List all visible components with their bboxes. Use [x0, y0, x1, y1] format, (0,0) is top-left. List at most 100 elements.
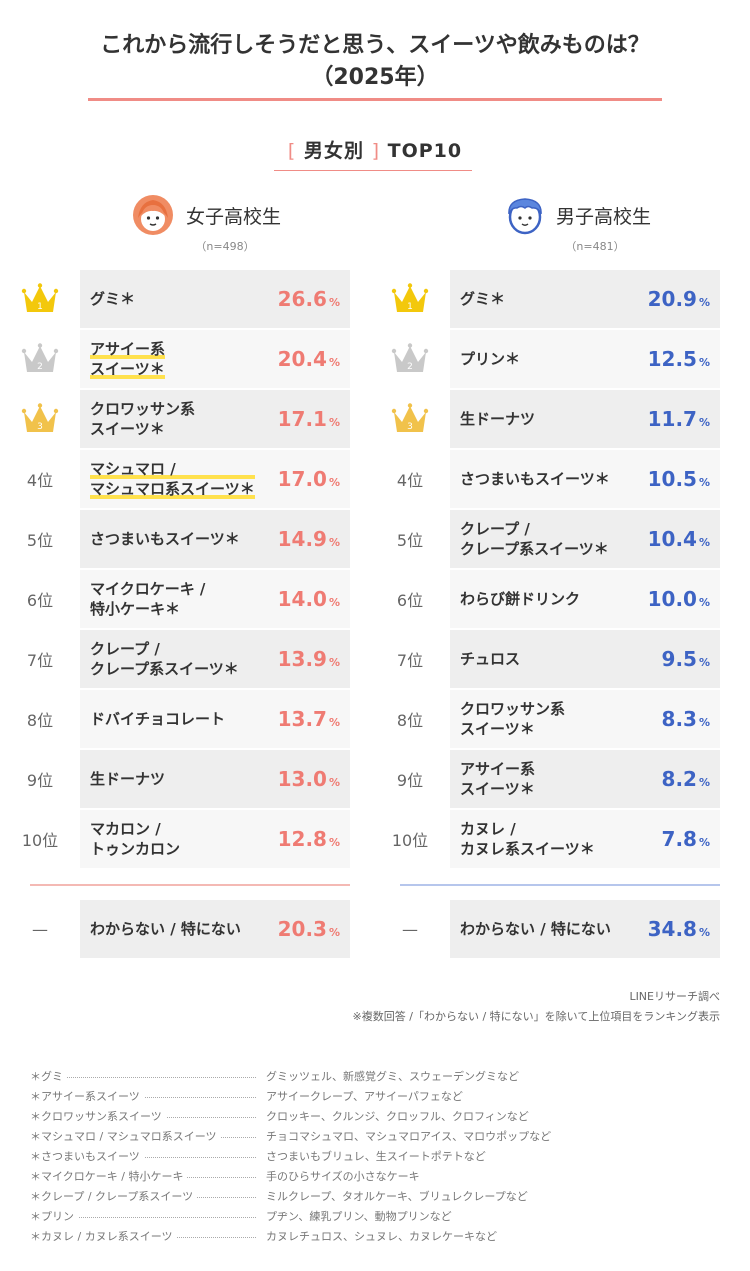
- percent-number: 17.0: [277, 467, 327, 491]
- definition-term: ＊カヌレ / カヌレ系スイーツ: [30, 1228, 177, 1244]
- svg-text:2: 2: [407, 362, 413, 372]
- row-cell: ドバイチョコレート 13.7%: [80, 690, 350, 748]
- row-cell: わからない / 特にない 34.8%: [450, 900, 720, 958]
- item-line: トゥンカロン: [90, 840, 181, 858]
- definition-row: ＊マイクロケーキ / 特小ケーキ 手のひらサイズの小さなケーキ: [30, 1168, 710, 1188]
- ranking-row: 2 アサイー系 スイーツ＊ 20.4%: [10, 330, 350, 388]
- rank-label: 9位: [396, 771, 424, 790]
- percent-value: 12.8%: [278, 810, 340, 868]
- percent-value: 8.2%: [662, 750, 710, 808]
- percent-unit: %: [698, 835, 710, 849]
- item-line: さつまいもスイーツ＊: [460, 470, 610, 488]
- percent-value: 10.0%: [648, 570, 710, 628]
- percent-value: 11.7%: [648, 390, 710, 448]
- definition-row: ＊アサイー系スイーツ アサイークレープ、アサイーパフェなど: [30, 1088, 710, 1108]
- percent-number: 11.7: [647, 407, 697, 431]
- percent-unit: %: [328, 775, 340, 789]
- percent-unit: %: [698, 355, 710, 369]
- percent-number: 10.0: [647, 587, 697, 611]
- boys-dontknow-row: — わからない / 特にない 34.8%: [380, 900, 720, 958]
- definition-term: ＊クレープ / クレープ系スイーツ: [30, 1188, 198, 1204]
- item-line: クレープ系スイーツ＊: [460, 540, 609, 558]
- percent-number: 14.9: [277, 527, 327, 551]
- subheading-underline: [274, 170, 472, 171]
- ranking-row: 1 グミ＊ 26.6%: [10, 270, 350, 328]
- percent-number: 12.5: [647, 347, 697, 371]
- item-line: グミ＊: [460, 290, 506, 308]
- percent-number: 9.5: [661, 647, 697, 671]
- row-cell: わからない / 特にない 20.3%: [80, 900, 350, 958]
- definition-desc: さつまいもブリュレ、生スイートポテトなど: [266, 1150, 486, 1163]
- row-cell: グミ＊ 20.9%: [450, 270, 720, 328]
- definition-term: ＊マシュマロ / マシュマロ系スイーツ: [30, 1128, 221, 1144]
- item-line: わからない / 特にない: [460, 920, 611, 938]
- item-line: 生ドーナツ: [460, 410, 536, 428]
- boys-divider: [400, 884, 720, 886]
- source-credit: LINEリサーチ調べ: [629, 990, 720, 1003]
- svg-text:1: 1: [407, 302, 413, 312]
- row-cell: 生ドーナツ 11.7%: [450, 390, 720, 448]
- item-label: クロワッサン系 スイーツ＊: [460, 690, 645, 748]
- rank-label: —: [402, 919, 418, 939]
- percent-unit: %: [698, 595, 710, 609]
- definition-desc: アサイークレープ、アサイーパフェなど: [266, 1090, 463, 1103]
- definition-term: ＊グミ: [30, 1068, 67, 1084]
- item-label: マシュマロ / マシュマロ系スイーツ＊: [90, 450, 275, 508]
- rank-label: 9位: [26, 771, 54, 790]
- leader-dots: [30, 1217, 256, 1218]
- definition-term: ＊プリン: [30, 1208, 78, 1224]
- rank-label: 7位: [396, 651, 424, 670]
- percent-unit: %: [698, 415, 710, 429]
- girls-header: 女子高校生 （n=498）: [10, 180, 350, 270]
- row-cell: クロワッサン系 スイーツ＊ 17.1%: [80, 390, 350, 448]
- percent-unit: %: [698, 925, 710, 939]
- percent-value: 9.5%: [662, 630, 710, 688]
- percent-unit: %: [328, 715, 340, 729]
- percent-number: 20.3: [277, 917, 327, 941]
- row-cell: チュロス 9.5%: [450, 630, 720, 688]
- item-label: さつまいもスイーツ＊: [90, 510, 275, 568]
- ranking-row: 4位 マシュマロ / マシュマロ系スイーツ＊ 17.0%: [10, 450, 350, 508]
- rank-label: 10位: [21, 831, 59, 850]
- item-line: チュロス: [460, 650, 521, 668]
- ranking-row: 9位 生ドーナツ 13.0%: [10, 750, 350, 808]
- rank-label: 7位: [26, 651, 54, 670]
- ranking-row: 1 グミ＊ 20.9%: [380, 270, 720, 328]
- rank-label: 5位: [26, 531, 54, 550]
- ranking-row: 10位 マカロン / トゥンカロン 12.8%: [10, 810, 350, 868]
- percent-unit: %: [328, 655, 340, 669]
- rank-label: 5位: [396, 531, 424, 550]
- item-line: プリン＊: [460, 350, 521, 368]
- item-line: マイクロケーキ /: [90, 580, 206, 598]
- item-line: さつまいもスイーツ＊: [90, 530, 240, 548]
- rank-label: 8位: [26, 711, 54, 730]
- percent-value: 14.9%: [278, 510, 340, 568]
- definition-desc: カヌレチュロス、シュヌレ、カヌレケーキなど: [266, 1230, 497, 1243]
- percent-unit: %: [698, 775, 710, 789]
- percent-unit: %: [698, 715, 710, 729]
- bracket-close: ]: [371, 140, 380, 162]
- svg-text:3: 3: [407, 422, 413, 432]
- definition-desc: グミッツェル、新感覚グミ、スウェーデングミなど: [266, 1070, 519, 1083]
- bronze-crown-icon: 3: [380, 390, 440, 448]
- row-cell: 生ドーナツ 13.0%: [80, 750, 350, 808]
- percent-number: 20.4: [277, 347, 327, 371]
- ranking-row: 7位 チュロス 9.5%: [380, 630, 720, 688]
- item-label: グミ＊: [460, 270, 645, 328]
- percent-value: 10.5%: [648, 450, 710, 508]
- percent-number: 12.8: [277, 827, 327, 851]
- item-label: 生ドーナツ: [460, 390, 645, 448]
- percent-value: 34.8%: [648, 900, 710, 958]
- row-cell: クロワッサン系 スイーツ＊ 8.3%: [450, 690, 720, 748]
- percent-value: 26.6%: [278, 270, 340, 328]
- boy-face-icon: [504, 194, 546, 236]
- percent-value: 20.3%: [278, 900, 340, 958]
- item-label: クロワッサン系 スイーツ＊: [90, 390, 275, 448]
- definition-row: ＊さつまいもスイーツ さつまいもブリュレ、生スイートポテトなど: [30, 1148, 710, 1168]
- ranking-row: 9位 アサイー系 スイーツ＊ 8.2%: [380, 750, 720, 808]
- item-label: アサイー系 スイーツ＊: [460, 750, 645, 808]
- percent-number: 14.0: [277, 587, 327, 611]
- row-cell: さつまいもスイーツ＊ 10.5%: [450, 450, 720, 508]
- girl-face-icon: [132, 194, 174, 236]
- girls-title: 女子高校生: [186, 206, 282, 228]
